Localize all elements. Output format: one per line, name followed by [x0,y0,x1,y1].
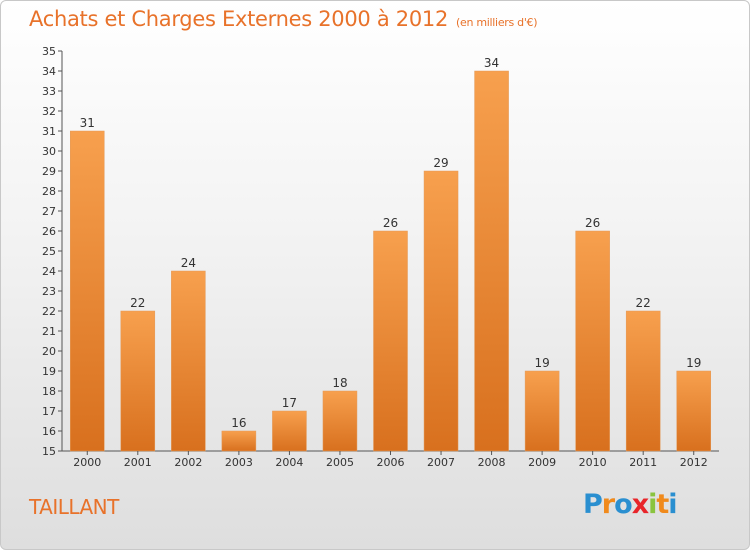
bar-value-label: 31 [80,116,95,130]
bar [474,70,509,452]
bar-value-label: 26 [585,216,600,230]
x-tick-label: 2008 [478,456,506,469]
logo-letter: o [614,489,633,520]
bar [373,230,408,452]
y-tick-label: 33 [42,85,56,98]
y-tick-label: 21 [42,325,56,338]
y-tick-label: 26 [42,225,56,238]
bar-value-label: 19 [686,356,701,370]
x-tick-label: 2012 [680,456,708,469]
y-tick-label: 24 [42,265,56,278]
x-tick-label: 2001 [124,456,152,469]
y-tick-label: 27 [42,205,56,218]
x-tick-label: 2005 [326,456,354,469]
bar-value-label: 29 [433,156,448,170]
chart-subtitle: (en milliers d'€) [456,16,538,29]
y-tick-label: 30 [42,145,56,158]
y-tick-label: 22 [42,305,56,318]
bar [524,370,560,452]
x-tick-label: 2011 [629,456,657,469]
bar-value-label: 22 [130,296,145,310]
y-tick-label: 32 [42,105,56,118]
y-tick-label: 16 [42,425,56,438]
logo-letter: i [648,489,657,520]
y-tick-label: 17 [42,405,56,418]
y-tick-label: 34 [42,65,56,78]
x-tick-label: 2006 [377,456,405,469]
bar [322,390,358,452]
bar [423,170,459,452]
bar [221,430,257,452]
y-tick-label: 28 [42,185,56,198]
commune-name: TAILLANT [29,495,119,519]
y-tick-label: 29 [42,165,56,178]
bar [70,130,105,452]
bar-value-label: 24 [181,256,196,270]
bar-value-label: 19 [534,356,549,370]
bar-value-label: 16 [231,416,246,430]
y-tick-label: 20 [42,345,56,358]
chart-title: Achats et Charges Externes 2000 à 2012 [29,7,449,31]
logo-letter: P [583,489,603,520]
bar [676,370,711,452]
x-tick-label: 2010 [579,456,607,469]
logo-letter: i [668,489,677,520]
proxiti-logo: Proxiti [583,489,678,520]
bar [120,310,156,452]
x-tick-label: 2000 [73,456,101,469]
x-tick-label: 2007 [427,456,455,469]
bar [272,410,307,452]
x-tick-label: 2003 [225,456,253,469]
y-tick-label: 31 [42,125,56,138]
y-tick-label: 23 [42,285,56,298]
bar-value-label: 17 [282,396,297,410]
chart-title-row: Achats et Charges Externes 2000 à 2012 (e… [29,7,538,31]
y-tick-label: 18 [42,385,56,398]
y-tick-label: 25 [42,245,56,258]
y-tick-label: 15 [42,445,56,458]
y-tick-label: 35 [42,45,56,58]
bar [171,270,206,452]
x-tick-label: 2004 [275,456,303,469]
bar-value-label: 22 [636,296,651,310]
bar-value-label: 26 [383,216,398,230]
bar-value-label: 18 [332,376,347,390]
logo-letter: x [631,489,649,520]
logo-letter: t [656,489,669,520]
bar [625,310,661,452]
x-tick-label: 2009 [528,456,556,469]
x-tick-label: 2002 [174,456,202,469]
y-tick-label: 19 [42,365,56,378]
logo-letter: r [601,489,615,520]
bar-value-label: 34 [484,56,499,70]
bar [575,230,610,452]
